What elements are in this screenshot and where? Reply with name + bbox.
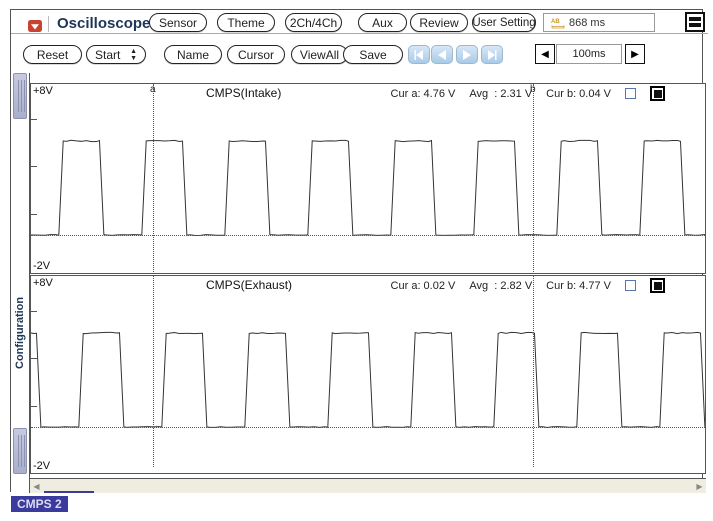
svg-text:AB: AB bbox=[551, 19, 560, 25]
